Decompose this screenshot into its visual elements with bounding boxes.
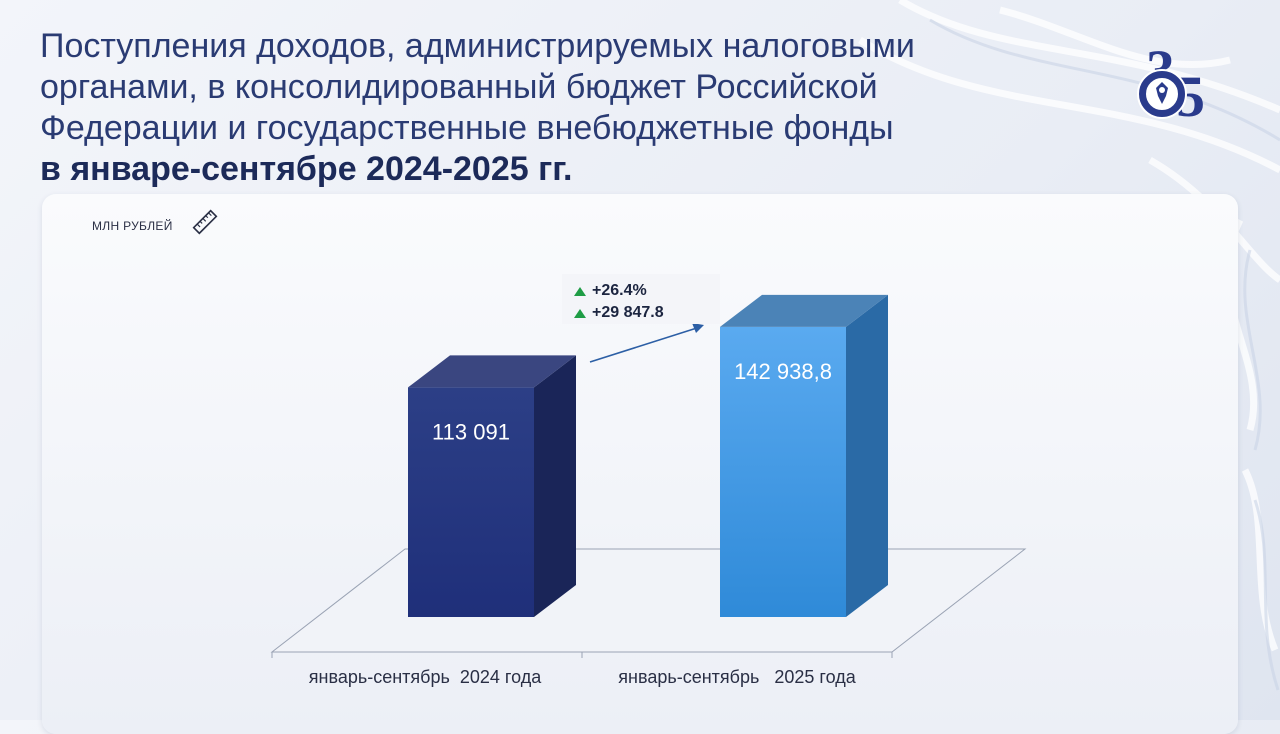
bar-2025-side	[846, 294, 888, 617]
category-label-2025: январь-сентябрь 2025 года	[618, 667, 856, 687]
bar-2024-front	[408, 387, 534, 617]
bar-2025-value-label: 142 938,8	[734, 359, 832, 384]
chart-floor	[270, 548, 1027, 653]
up-triangle-icon	[574, 308, 586, 318]
bar-2025: 142 938,8	[720, 294, 888, 617]
delta-absolute: +29 847.8	[592, 304, 664, 321]
bar-2025-front	[720, 326, 846, 617]
delta-absolute-row: +29 847.8	[574, 304, 664, 322]
bar-2025-top	[720, 294, 888, 327]
title-line-3: Федерации и государственные внебюджетные…	[40, 109, 894, 147]
category-label-2024: январь-сентябрь 2024 года	[309, 667, 542, 687]
growth-arrow	[589, 326, 701, 363]
growth-arrow-head	[692, 323, 704, 333]
bar-2024-top	[408, 355, 576, 388]
delta-percent-row: +26.4%	[574, 282, 647, 300]
delta-callout	[562, 274, 720, 324]
bar-2024-value-label: 113 091	[432, 419, 510, 444]
ruler-icon	[192, 209, 218, 235]
title-line-2: органами, в консолидированный бюджет Рос…	[40, 68, 878, 106]
page-title: Поступления доходов, администрируемых на…	[40, 26, 1060, 190]
up-triangle-icon	[574, 286, 586, 296]
title-line-1: Поступления доходов, администрируемых на…	[40, 27, 915, 65]
title-line-4: в январе-сентябре 2024-2025 гг.	[40, 150, 573, 188]
delta-percent: +26.4%	[592, 282, 647, 299]
bar-2024: 113 091	[408, 355, 576, 617]
unit-label: МЛН РУБЛЕЙ	[92, 219, 173, 233]
fns-35-emblem-icon: 3 5	[1137, 38, 1205, 128]
bar-2024-side	[534, 355, 576, 617]
